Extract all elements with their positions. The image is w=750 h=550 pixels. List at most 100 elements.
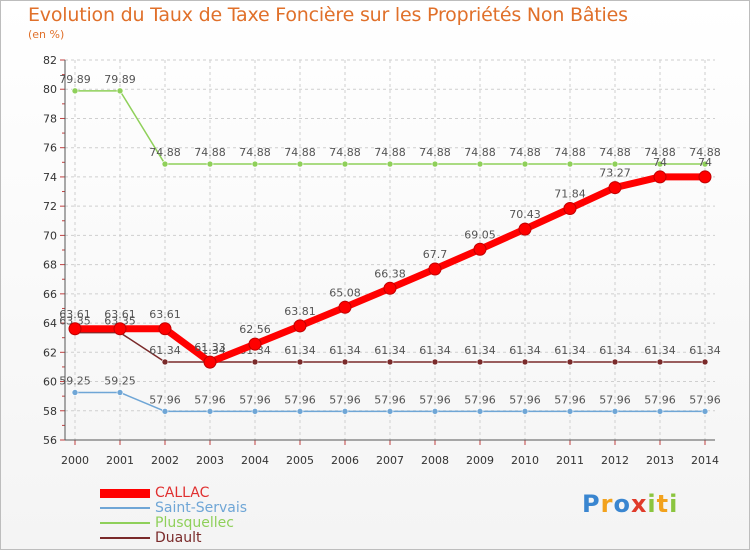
point-duault-2013: [656, 358, 664, 366]
ytick-label-58: 58: [43, 405, 57, 418]
point-saint-servais-2001: [116, 389, 124, 396]
point-saint-servais-2003: [206, 408, 214, 415]
series-saint-servais: 59.25 59.25 57.96 57.96 57.96 57.96 57.96 57.96…: [59, 375, 721, 415]
data-label-saint-servais-2000: 59.25: [59, 375, 91, 388]
data-label-callac-2007: 66.38: [374, 267, 406, 280]
point-callac-2013: [653, 170, 667, 184]
data-label-duault-2002: 61.34: [149, 344, 181, 357]
data-label-callac-2006: 65.08: [329, 286, 361, 299]
series-plusquellec: 79.89 79.89 74.88 74.88 74.88 74.88 74.88 74.88…: [59, 73, 721, 168]
point-plusquellec-2001: [116, 87, 124, 95]
data-label-saint-servais-2001: 59.25: [104, 375, 136, 388]
point-saint-servais-2005: [296, 408, 304, 415]
point-callac-2009: [473, 242, 487, 256]
point-duault-2010: [521, 358, 529, 366]
ytick-label-60: 60: [43, 376, 57, 389]
xtick-label-2005: 2005: [286, 454, 314, 467]
xtick-label-2007: 2007: [376, 454, 404, 467]
proxiti-logo: Proxiti: [582, 490, 678, 518]
point-plusquellec-2005: [296, 160, 304, 168]
data-label-saint-servais-2010: 57.96: [509, 393, 541, 406]
xtick-label-2011: 2011: [556, 454, 584, 467]
data-label-plusquellec-2013: 74.88: [644, 146, 676, 159]
xtick-label-2003: 2003: [196, 454, 224, 467]
xtick-label-2009: 2009: [466, 454, 494, 467]
ytick-label-56: 56: [43, 434, 57, 447]
point-saint-servais-2002: [161, 408, 169, 415]
data-label-callac-2005: 63.81: [284, 305, 316, 318]
point-duault-2007: [386, 358, 394, 366]
point-duault-2009: [476, 358, 484, 366]
point-plusquellec-2012: [611, 160, 619, 168]
data-label-callac-2010: 70.43: [509, 208, 541, 221]
data-label-duault-2011: 61.34: [554, 344, 586, 357]
data-label-duault-2001: 63.35: [104, 315, 136, 328]
xtick-label-2014: 2014: [691, 454, 719, 467]
data-label-plusquellec-2003: 74.88: [194, 146, 226, 159]
data-label-duault-2009: 61.34: [464, 344, 496, 357]
axes: [60, 59, 715, 445]
data-label-plusquellec-2007: 74.88: [374, 146, 406, 159]
logo-letter: P: [582, 490, 601, 518]
legend-label-plusquellec: Plusquellec: [155, 515, 234, 531]
data-label-duault-2013: 61.34: [644, 344, 676, 357]
data-label-plusquellec-2009: 74.88: [464, 146, 496, 159]
data-label-plusquellec-2010: 74.88: [509, 146, 541, 159]
y-axis-unit-label: (en %): [28, 28, 65, 41]
data-label-callac-2013: 74: [653, 156, 667, 169]
point-saint-servais-2010: [521, 408, 529, 415]
point-plusquellec-2004: [251, 160, 259, 168]
data-label-callac-2012: 73.27: [599, 167, 631, 180]
legend-label-duault: Duault: [155, 530, 202, 546]
point-saint-servais-2009: [476, 408, 484, 415]
legend-swatch-plusquellec: [100, 522, 150, 524]
data-label-plusquellec-2008: 74.88: [419, 146, 451, 159]
point-callac-2005: [293, 319, 307, 333]
point-plusquellec-2006: [341, 160, 349, 168]
point-plusquellec-2011: [566, 160, 574, 168]
legend-swatch-saint-servais: [100, 507, 150, 509]
data-label-plusquellec-2014: 74.88: [689, 146, 721, 159]
data-label-duault-2010: 61.34: [509, 344, 541, 357]
point-plusquellec-2008: [431, 160, 439, 168]
logo-letter: x: [630, 490, 648, 518]
ytick-label-76: 76: [43, 142, 57, 155]
legend-swatch-duault: [100, 537, 150, 539]
data-label-duault-2012: 61.34: [599, 344, 631, 357]
data-label-plusquellec-2002: 74.88: [149, 146, 181, 159]
point-callac-2014: [698, 170, 712, 184]
ytick-label-66: 66: [43, 288, 57, 301]
data-label-duault-2006: 61.34: [329, 344, 361, 357]
data-label-saint-servais-2009: 57.96: [464, 393, 496, 406]
data-label-saint-servais-2004: 57.96: [239, 393, 271, 406]
point-callac-2004: [248, 337, 262, 351]
ytick-label-82: 82: [43, 54, 57, 67]
point-callac-2008: [428, 262, 442, 276]
point-duault-2004: [251, 358, 259, 366]
point-duault-2008: [431, 358, 439, 366]
logo-letter: i: [647, 490, 657, 518]
data-label-plusquellec-2005: 74.88: [284, 146, 316, 159]
point-plusquellec-2000: [71, 87, 79, 95]
data-label-duault-2000: 63.35: [59, 315, 91, 328]
xtick-label-2006: 2006: [331, 454, 359, 467]
logo-letter: i: [669, 490, 679, 518]
point-saint-servais-2007: [386, 408, 394, 415]
ytick-label-68: 68: [43, 259, 57, 272]
xtick-label-2013: 2013: [646, 454, 674, 467]
point-plusquellec-2013: [656, 160, 664, 168]
data-label-saint-servais-2014: 57.96: [689, 393, 721, 406]
xtick-label-2002: 2002: [151, 454, 179, 467]
point-duault-2012: [611, 358, 619, 366]
ytick-label-70: 70: [43, 229, 57, 242]
xtick-label-2000: 2000: [61, 454, 89, 467]
point-saint-servais-2013: [656, 408, 664, 415]
data-label-saint-servais-2006: 57.96: [329, 393, 361, 406]
data-label-callac-2000: 63.61: [59, 308, 91, 321]
chart-title: Evolution du Taux de Taxe Foncière sur l…: [28, 4, 628, 26]
point-saint-servais-2000: [71, 389, 79, 396]
data-label-callac-2014: 74: [698, 156, 712, 169]
data-label-saint-servais-2008: 57.96: [419, 393, 451, 406]
